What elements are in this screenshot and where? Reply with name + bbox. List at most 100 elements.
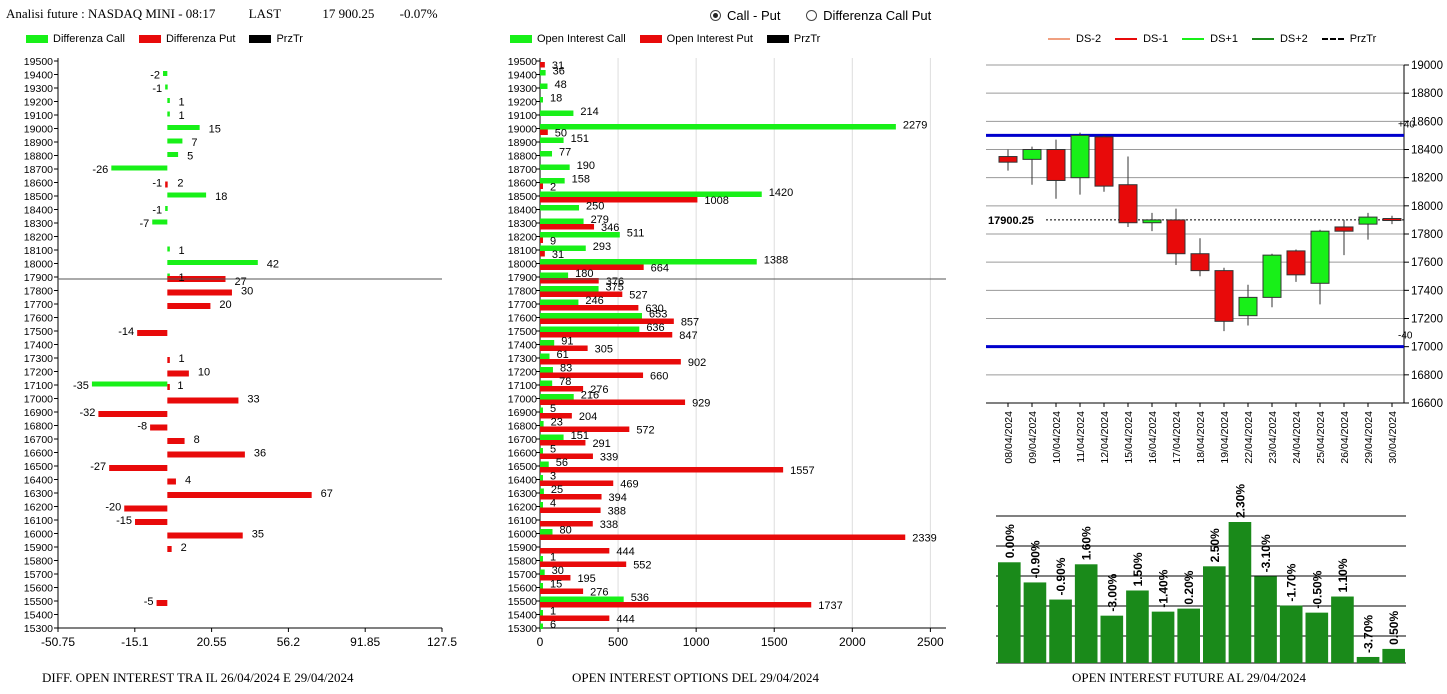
oi-y-tick-label: 19500 <box>508 56 537 68</box>
legend-item-ds+1: DS+1 <box>1182 33 1238 45</box>
diff-y-tick-label: 17300 <box>24 353 53 365</box>
oi-put-bar <box>540 183 543 189</box>
oi-put-label: 204 <box>579 411 597 423</box>
oi-y-tick-label: 16900 <box>508 407 537 419</box>
oi-y-tick-label: 16200 <box>508 502 537 514</box>
legend-item-ds-1: DS-1 <box>1115 33 1168 45</box>
oi-call-bar <box>540 259 757 265</box>
candle-date-label: 29/04/2024 <box>1363 411 1375 464</box>
oi-y-tick-label: 18800 <box>508 151 537 163</box>
oi-put-label: 847 <box>679 330 697 342</box>
change-value: -0.07% <box>399 6 438 21</box>
oi-call-bar <box>540 529 553 535</box>
oi-call-label: 636 <box>646 322 664 334</box>
diff-call-bar <box>165 84 168 90</box>
diff-put-bar <box>167 397 239 404</box>
oi-y-tick-label: 19200 <box>508 97 537 109</box>
oi-call-label: 1 <box>550 552 556 564</box>
diff-data-label: 33 <box>247 394 259 406</box>
future-oi-label: -3.10% <box>1259 534 1273 572</box>
oi-call-label: 250 <box>586 201 604 213</box>
diff-y-tick-label: 19400 <box>24 70 53 82</box>
oi-call-bar <box>540 232 620 238</box>
diff-y-tick-label: 16000 <box>24 529 53 541</box>
diff-x-tick-label: -15.1 <box>121 635 149 649</box>
diff-x-tick-label: 91.85 <box>350 635 380 649</box>
future-oi-label: 2.50% <box>1208 528 1222 562</box>
oi-call-bar <box>540 488 544 494</box>
legend-label: DS-2 <box>1076 33 1102 45</box>
oi-call-bar <box>540 83 548 89</box>
oi-put-bar <box>540 278 599 284</box>
oi-y-tick-label: 16500 <box>508 461 537 473</box>
candle-up <box>1022 149 1042 160</box>
oi-put-bar <box>540 588 584 594</box>
oi-y-tick-label: 18600 <box>508 178 537 190</box>
diff-x-tick-label: 127.5 <box>427 635 457 649</box>
oi-y-tick-label: 17200 <box>508 367 537 379</box>
oi-y-tick-label: 18400 <box>508 205 537 217</box>
diff-call-bar <box>167 192 207 198</box>
legend-label: PrzTr <box>1349 33 1377 45</box>
diff-put-bar <box>167 370 189 377</box>
oi-put-bar <box>540 264 644 270</box>
oi-call-label: 293 <box>593 241 611 253</box>
legend-label: Differenza Put <box>165 33 236 45</box>
oi-call-label: 36 <box>553 66 565 78</box>
diff-y-tick-label: 16800 <box>24 421 53 433</box>
future-oi-bar <box>1382 648 1405 663</box>
diff-y-tick-label: 16600 <box>24 448 53 460</box>
future-oi-bar <box>1203 566 1226 663</box>
oi-put-bar <box>540 386 584 392</box>
red-swatch-icon <box>138 35 161 43</box>
candle-y-tick-label: 17200 <box>1411 314 1443 326</box>
oi-call-label: 511 <box>627 228 645 240</box>
oi-put-label: 469 <box>620 479 638 491</box>
oi-call-label: 15 <box>550 579 562 591</box>
oi-call-bar <box>540 340 555 346</box>
diff-data-label: -7 <box>139 218 149 230</box>
diff-call-bar <box>167 111 170 117</box>
diff-data-label: 10 <box>198 367 210 379</box>
candle-down <box>1382 218 1402 222</box>
oi-call-label: 180 <box>575 268 593 280</box>
diff-data-label: -35 <box>73 380 89 392</box>
candle-y-tick-label: 18800 <box>1411 88 1443 100</box>
oi-call-label: 1 <box>550 606 556 618</box>
oi-y-tick-label: 18000 <box>508 259 537 271</box>
oi-call-bar <box>540 299 579 305</box>
oi-put-bar <box>540 453 593 459</box>
oi-call-bar <box>540 596 624 602</box>
candle-date-label: 24/04/2024 <box>1291 411 1303 464</box>
radio-dot-icon[interactable] <box>806 10 818 21</box>
oi-put-label: 527 <box>629 290 647 302</box>
diff-y-tick-label: 18500 <box>24 191 53 203</box>
oi-y-tick-label: 15900 <box>508 542 537 554</box>
oi-y-tick-label: 17900 <box>508 272 537 284</box>
radio-dot-selected-icon[interactable] <box>710 10 721 21</box>
radio-call-put[interactable]: Call - Put <box>710 8 780 23</box>
candle-up <box>1358 216 1378 225</box>
oi-y-tick-label: 19300 <box>508 83 537 95</box>
diff-data-label: 5 <box>187 151 193 163</box>
diff-y-tick-label: 16400 <box>24 475 53 487</box>
oi-y-tick-label: 15800 <box>508 556 537 568</box>
diff-put-bar <box>156 600 168 606</box>
diff-y-tick-label: 15700 <box>24 569 53 581</box>
diff-y-tick-label: 15600 <box>24 583 53 595</box>
oi-put-bar <box>540 291 623 297</box>
oi-put-bar <box>540 305 639 311</box>
oi-y-tick-label: 18900 <box>508 137 537 149</box>
diff-y-tick-label: 17200 <box>24 367 53 379</box>
diff-y-tick-label: 17400 <box>24 340 53 352</box>
diff-call-bar <box>111 165 168 171</box>
radio-differenza-call-put[interactable]: Differenza Call Put <box>806 8 931 23</box>
diff-x-tick-label: 20.55 <box>197 635 227 649</box>
future-oi-label: 0.20% <box>1182 570 1196 604</box>
diff-put-bar <box>165 181 168 188</box>
diff-y-tick-label: 16900 <box>24 407 53 419</box>
oi-put-bar <box>540 237 543 243</box>
diff-y-tick-label: 15300 <box>24 623 53 635</box>
oi-y-tick-label: 16700 <box>508 434 537 446</box>
